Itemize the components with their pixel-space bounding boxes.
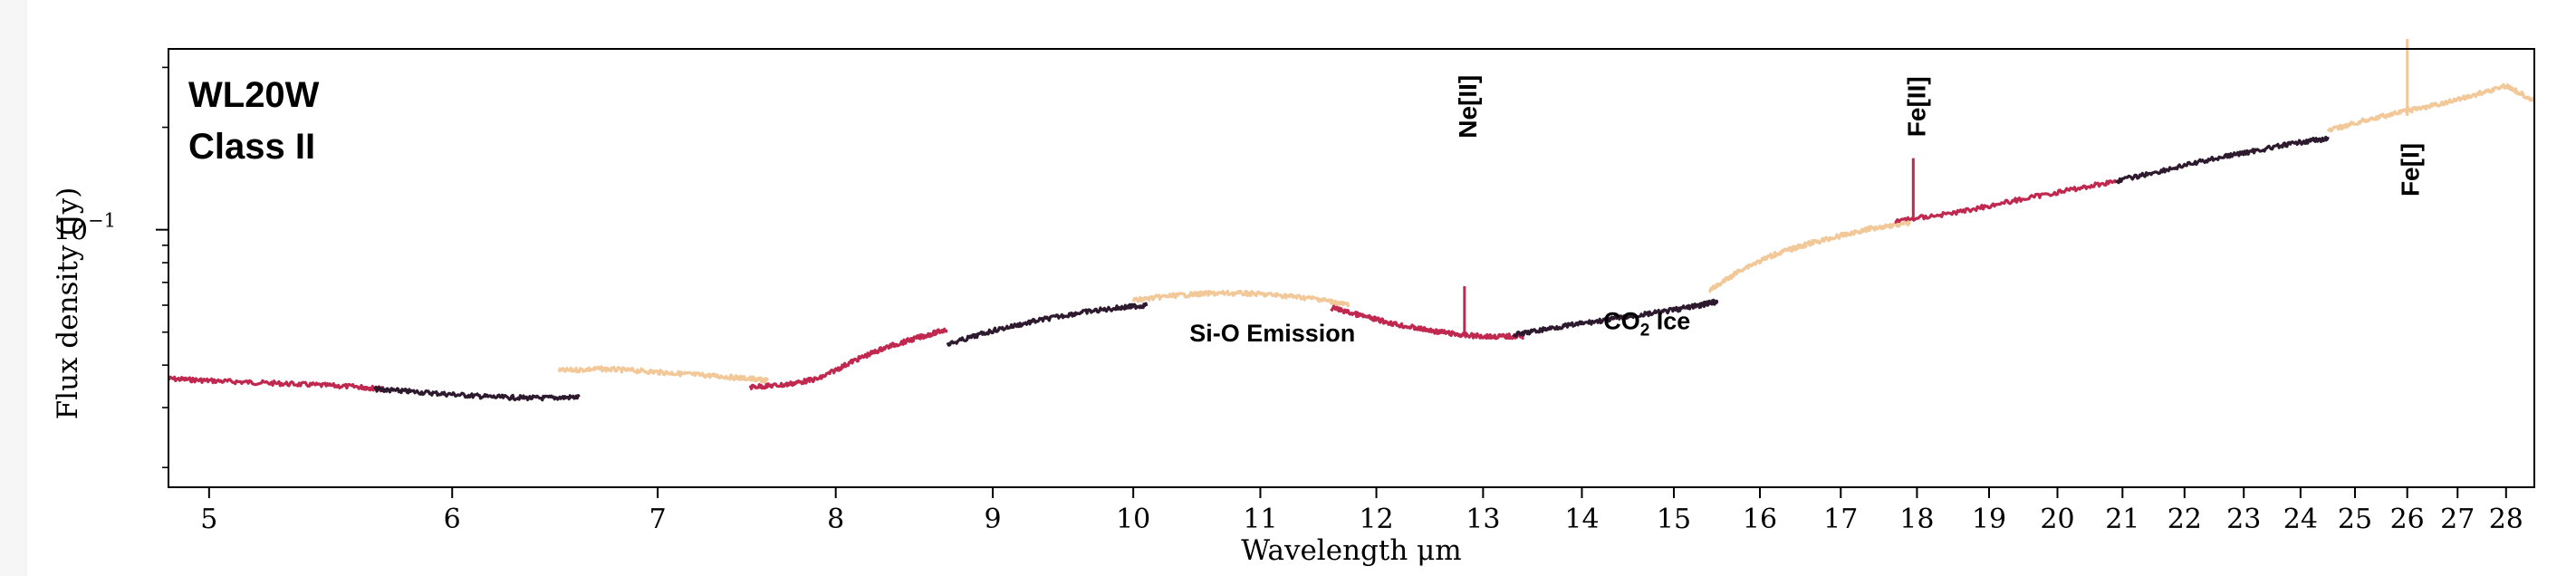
feature-label-1: CO2 Ice bbox=[1603, 307, 1690, 340]
x-tick-label-23: 23 bbox=[2226, 504, 2261, 535]
x-tick-label-14: 14 bbox=[1564, 504, 1599, 535]
x-axis: 5 6 7 8 9 10 11 12 13 14 15 16 17 18 19 20 21 22 23 24 25 26 2… bbox=[200, 487, 2523, 535]
x-tick-label-9: 9 bbox=[985, 504, 1002, 535]
x-tick-label-26: 26 bbox=[2390, 504, 2425, 535]
series-line-ch3-short bbox=[1330, 304, 1525, 341]
series-line-ch2-short bbox=[748, 327, 948, 390]
x-tick-label-28: 28 bbox=[2489, 504, 2523, 535]
x-tick-label-24: 24 bbox=[2283, 504, 2318, 535]
series-line-ch1-long bbox=[557, 365, 769, 384]
x-tick-label-13: 13 bbox=[1466, 504, 1500, 535]
figure-background bbox=[27, 0, 2576, 576]
y-axis-label: Flux density (Jy) bbox=[52, 187, 84, 420]
x-tick-label-12: 12 bbox=[1359, 504, 1393, 535]
line-label-Ne[II]: Ne[II] bbox=[1454, 75, 1482, 139]
x-tick-label-22: 22 bbox=[2167, 504, 2202, 535]
x-tick-label-6: 6 bbox=[444, 504, 461, 535]
series-line-ch3-medium bbox=[1512, 298, 1719, 338]
annotation-layer: Ne[II] Fe[II] Fe[I] Si-O Emission CO2 Ice bbox=[1189, 75, 2424, 347]
series-line-ch2-medium bbox=[946, 302, 1149, 347]
object-name: WL20W bbox=[188, 75, 320, 115]
series-layer bbox=[168, 39, 2536, 402]
series-line-ch1-short bbox=[168, 375, 385, 393]
x-tick-label-17: 17 bbox=[1823, 504, 1858, 535]
x-tick-label-18: 18 bbox=[1899, 504, 1934, 535]
feature-label-0: Si-O Emission bbox=[1189, 320, 1355, 347]
series-line-ch2-long bbox=[1131, 289, 1350, 308]
x-tick-label-8: 8 bbox=[827, 504, 844, 535]
series-line-ch4-long bbox=[2326, 82, 2536, 133]
series-line-ch4-short bbox=[1894, 178, 2118, 224]
x-tick-label-20: 20 bbox=[2040, 504, 2074, 535]
x-tick-label-11: 11 bbox=[1243, 504, 1277, 535]
plot-frame bbox=[168, 48, 2535, 488]
x-axis-label: Wavelength μm bbox=[1241, 534, 1461, 567]
x-tick-label-27: 27 bbox=[2440, 504, 2475, 535]
x-tick-label-7: 7 bbox=[649, 504, 667, 535]
x-tick-label-10: 10 bbox=[1116, 504, 1150, 535]
series-line-ch4-medium bbox=[2115, 135, 2330, 185]
x-tick-label-15: 15 bbox=[1657, 504, 1691, 535]
series-line-ch3-long bbox=[1708, 219, 1911, 293]
series-line-ch1-medium bbox=[373, 385, 581, 402]
x-tick-label-16: 16 bbox=[1743, 504, 1777, 535]
object-class: Class II bbox=[188, 127, 315, 167]
x-tick-label-5: 5 bbox=[200, 504, 217, 535]
x-tick-label-25: 25 bbox=[2338, 504, 2372, 535]
line-label-Fe[I]: Fe[I] bbox=[2397, 143, 2425, 197]
x-tick-label-21: 21 bbox=[2105, 504, 2139, 535]
line-label-Fe[II]: Fe[II] bbox=[1902, 76, 1930, 137]
x-tick-label-19: 19 bbox=[1972, 504, 2006, 535]
